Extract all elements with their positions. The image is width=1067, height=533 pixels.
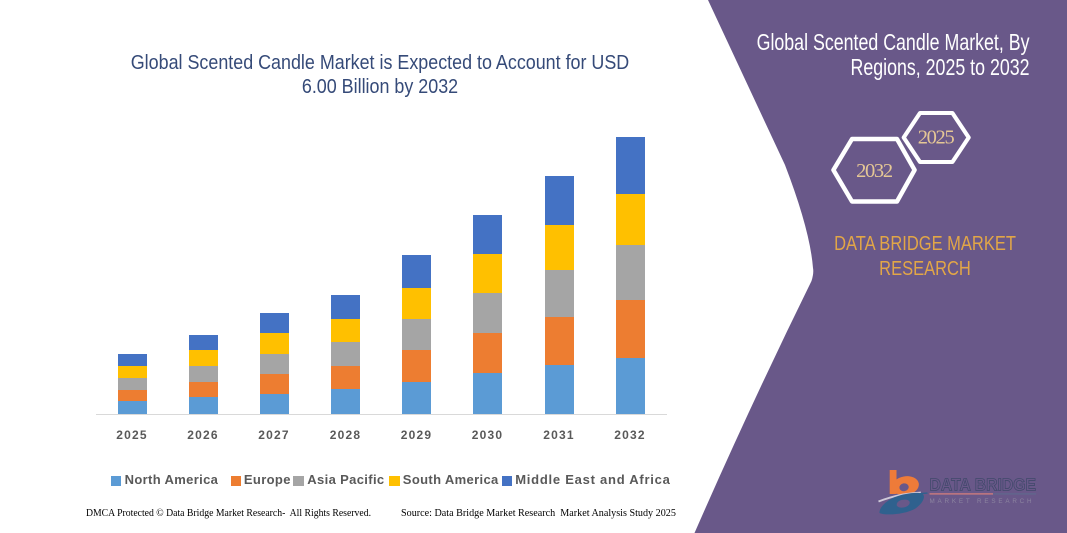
svg-text:DATA BRIDGE: DATA BRIDGE	[930, 474, 1037, 494]
svg-text:2032: 2032	[856, 160, 893, 182]
svg-text:2025: 2025	[918, 126, 955, 148]
svg-text:MARKET RESEARCH: MARKET RESEARCH	[930, 498, 1035, 505]
